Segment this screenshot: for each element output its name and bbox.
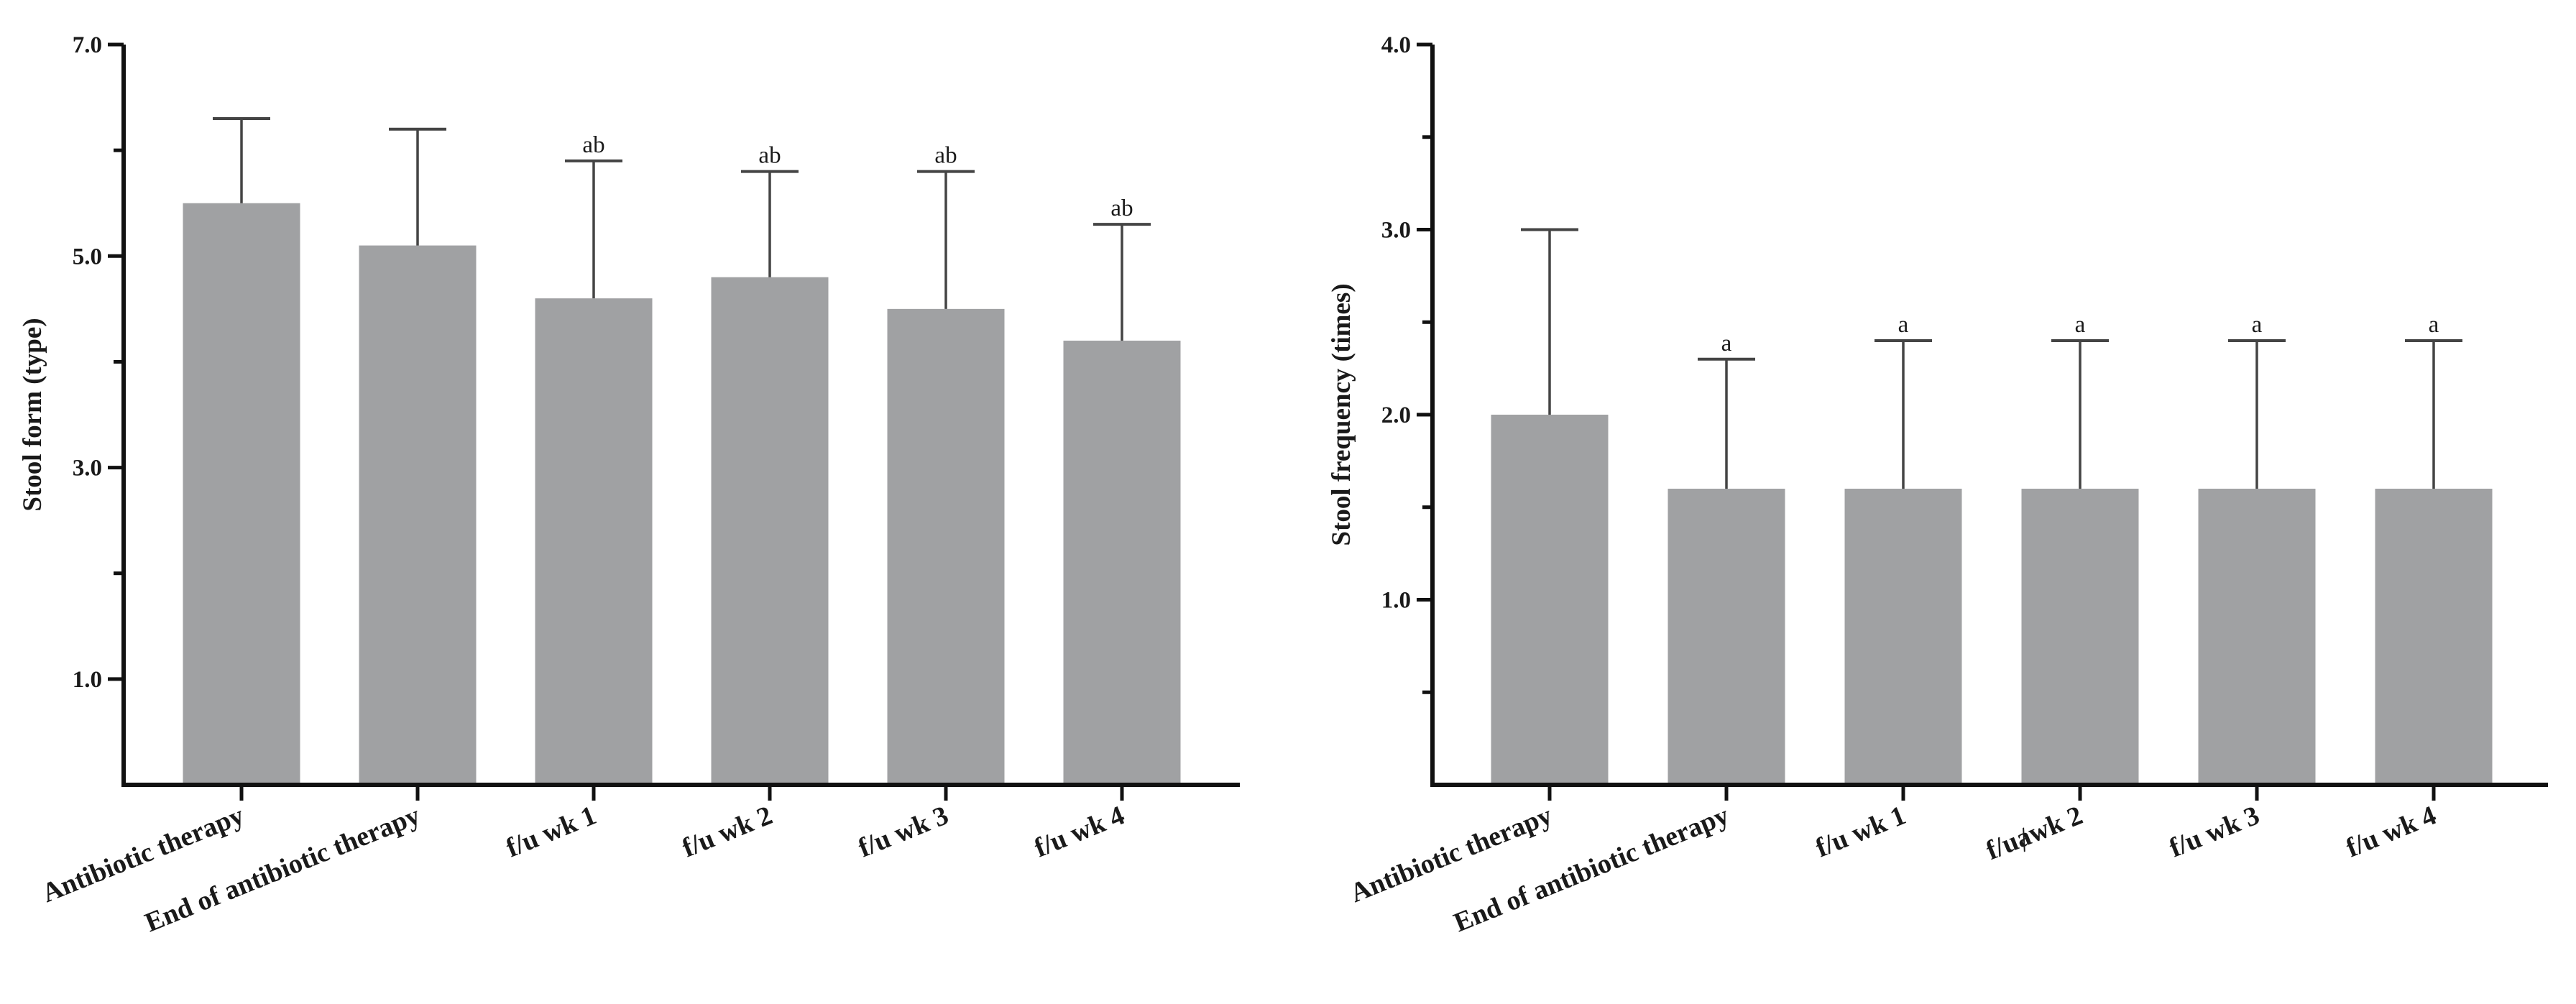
y-tick-label: 1.0 — [73, 667, 102, 693]
bar-5 — [887, 308, 1005, 785]
y-axis-label: Stool form (type) — [18, 318, 47, 511]
x-tick-label: f/uⱥwk 2 — [1982, 800, 2087, 866]
stool-frequency-chart: a a a a a 1.0 2.0 3.0 4.0 Stool frequency (times)… — [1327, 32, 2548, 938]
y-tick-label: 4.0 — [1381, 32, 1411, 58]
y-tick-label: 2.0 — [1381, 402, 1411, 428]
significance-label: a — [2429, 312, 2439, 338]
error-bar-2 — [1698, 357, 1755, 489]
error-bar-3 — [565, 159, 622, 299]
significance-label: a — [1721, 331, 1732, 356]
significance-label: a — [1898, 312, 1909, 338]
significance-label: ab — [758, 143, 781, 169]
error-bar-4 — [2051, 339, 2109, 489]
error-bar-4 — [741, 170, 799, 277]
x-tick-label: f/u wk 2 — [678, 800, 776, 863]
bar-2 — [359, 245, 477, 786]
x-tick-label: f/u wk 1 — [1811, 800, 1910, 863]
significance-label: ab — [1110, 195, 1133, 221]
significance-label: ab — [934, 143, 957, 169]
bar-3 — [535, 298, 653, 786]
error-bar-5 — [917, 170, 975, 309]
error-bar-6 — [2405, 339, 2462, 489]
bar-3 — [1844, 489, 1962, 785]
y-tick-label: 3.0 — [73, 456, 102, 482]
bar-4 — [2021, 489, 2139, 785]
error-bar-6 — [1093, 223, 1151, 341]
error-bar-1 — [1521, 228, 1578, 415]
significance-label: a — [2075, 312, 2086, 338]
bar-1 — [183, 203, 300, 785]
bar-4 — [711, 277, 829, 785]
bar-1 — [1491, 415, 1609, 785]
x-tick-label: f/u wk 3 — [854, 800, 952, 863]
x-tick-label: f/u wk 3 — [2165, 800, 2263, 863]
x-tick-label: f/u wk 4 — [2342, 800, 2440, 863]
y-tick-label: 5.0 — [73, 244, 102, 270]
x-tick-label: End of antibiotic therapy — [141, 800, 425, 938]
error-bar-2 — [389, 127, 446, 246]
x-tick-label: f/u wk 1 — [502, 800, 600, 863]
y-tick-label: 1.0 — [1381, 588, 1411, 614]
significance-label: a — [2252, 312, 2263, 338]
bar-6 — [2375, 489, 2493, 785]
y-tick-label: 7.0 — [73, 32, 102, 58]
y-axis-label: Stool frequency (times) — [1327, 283, 1356, 545]
y-tick-label: 3.0 — [1381, 218, 1411, 244]
error-bar-5 — [2228, 339, 2286, 489]
error-bar-3 — [1874, 339, 1932, 489]
bar-2 — [1668, 489, 1785, 785]
error-bar-1 — [213, 117, 270, 203]
x-tick-label: f/u wk 4 — [1030, 800, 1128, 863]
bar-6 — [1063, 341, 1181, 785]
bar-5 — [2198, 489, 2316, 785]
significance-label: ab — [582, 132, 604, 158]
